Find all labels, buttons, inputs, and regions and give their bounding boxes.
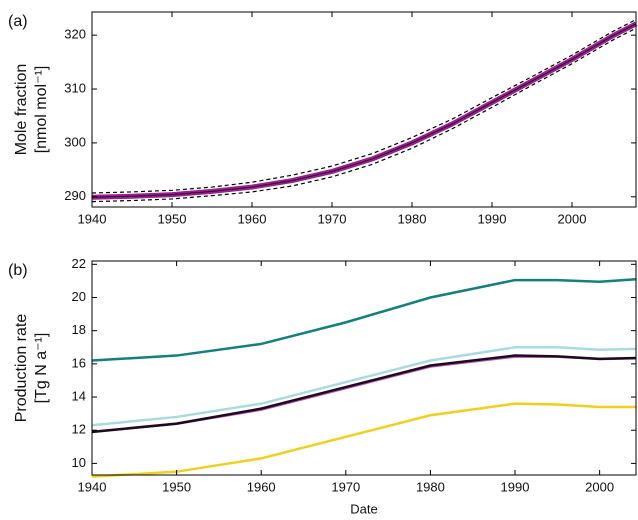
data-line [91,346,637,427]
y-tick-label: 290 [64,188,86,203]
data-line [91,402,636,478]
x-tick-label: 1950 [158,211,187,226]
x-axis-label: Date [350,501,377,516]
x-tick-label: 1970 [318,211,347,226]
plot-frame [91,11,637,208]
y-tick-label: 18 [72,322,86,337]
x-tick-label: 1960 [238,211,267,226]
data-line [91,278,637,362]
y-tick-label: 16 [72,355,86,370]
panel-label: (b) [8,262,28,279]
data-line [91,23,637,198]
x-tick-label: 2000 [585,479,614,494]
y-tick-label: 22 [72,256,86,271]
data-line [91,27,637,203]
x-tick-label: 1950 [162,479,191,494]
x-tick-label: 1940 [78,211,107,226]
x-tick-label: 2000 [558,211,587,226]
panel-label: (a) [8,13,28,30]
y-axis-label: Mole fraction [13,64,30,156]
y-tick-label: 10 [72,455,86,470]
data-line [91,356,637,434]
data-line [91,19,637,194]
y-tick-label: 300 [64,134,86,149]
y-axis-label: Production rate [13,314,30,423]
x-tick-label: 1990 [478,211,507,226]
y-tick-label: 12 [72,422,86,437]
x-tick-label: 1970 [331,479,360,494]
x-tick-label: 1940 [78,479,107,494]
x-tick-label: 1960 [247,479,276,494]
y-axis-label: [Tg N a⁻¹] [33,333,50,404]
plot-frame [91,260,637,476]
y-axis-label: [nmol mol⁻¹] [33,66,50,154]
y-tick-label: 14 [72,388,86,403]
data-line [91,21,638,200]
y-tick-label: 310 [64,80,86,95]
data-line [91,354,637,434]
y-tick-label: 320 [64,27,86,42]
x-tick-label: 1990 [501,479,530,494]
x-tick-label: 1980 [398,211,427,226]
y-tick-label: 20 [72,289,86,304]
x-tick-label: 1980 [416,479,445,494]
